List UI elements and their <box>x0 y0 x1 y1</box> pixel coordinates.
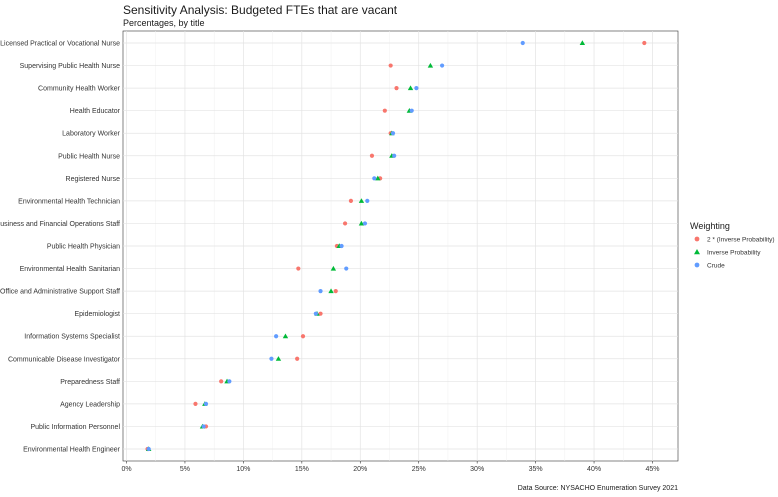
legend-label: Crude <box>707 262 725 269</box>
x-tick-label: 40% <box>587 466 601 473</box>
category-label: Community Health Worker <box>38 86 121 93</box>
data-point-2 <box>339 243 344 249</box>
data-point-2 <box>409 108 414 113</box>
category-label: Public Information Personnel <box>31 424 121 431</box>
legend-key-0 <box>694 236 700 242</box>
data-point-1 <box>407 85 414 91</box>
data-point-2 <box>390 131 396 136</box>
category-label: Epidemiologist <box>74 311 120 318</box>
data-point-1 <box>330 265 337 271</box>
data-point-0 <box>642 40 647 46</box>
data-point-1 <box>427 62 434 68</box>
x-tick-label: 5% <box>180 466 190 473</box>
data-point-1 <box>282 333 289 339</box>
data-point-2 <box>520 40 525 46</box>
category-label: Information Systems Specialist <box>24 334 120 341</box>
category-label: Environmental Health Sanitarian <box>20 266 120 273</box>
x-tick-label: 10% <box>236 466 250 473</box>
data-point-0 <box>394 86 399 91</box>
legend-key-1 <box>694 249 700 255</box>
data-point-1 <box>358 220 365 226</box>
data-point-0 <box>300 334 306 339</box>
category-label: Public Health Nurse <box>58 153 120 160</box>
x-axis-labels: 0% 5% 10% 15% 20% 25% 30% 35% 40% 45% <box>121 461 660 473</box>
data-point-2 <box>146 446 151 452</box>
grid-lines <box>123 31 678 461</box>
category-label: Environmental Health Technician <box>18 198 120 205</box>
data-point-0 <box>219 379 224 384</box>
data-point-0 <box>333 289 338 294</box>
data-point-2 <box>344 266 349 271</box>
x-tick-label: 15% <box>295 466 309 473</box>
legend-items: 2 * (Inverse Probability) Inverse Probabi… <box>694 236 775 269</box>
x-tick-label: 25% <box>412 466 426 473</box>
category-label: Registered Nurse <box>66 176 121 183</box>
data-point-1 <box>358 198 365 203</box>
category-label: Communicable Disease Investigator <box>8 356 121 363</box>
data-point-2 <box>392 153 397 158</box>
data-point-0 <box>295 356 300 361</box>
data-point-0 <box>388 63 393 68</box>
chart-subtitle: Percentages, by title <box>123 18 205 28</box>
category-label: Environmental Health Engineer <box>23 447 121 454</box>
category-label: Laboratory Worker <box>62 131 121 138</box>
y-axis-labels: Licensed Practical or Vocational Nurse Su… <box>0 41 121 454</box>
legend-key-2 <box>694 262 700 268</box>
x-tick-label: 0% <box>121 466 131 473</box>
category-label: Supervising Public Health Nurse <box>20 63 120 70</box>
data-point-0 <box>342 221 348 226</box>
data-point-0 <box>193 401 198 406</box>
legend-label: Inverse Probability <box>707 249 761 256</box>
data-point-0 <box>382 108 387 113</box>
category-label: Business and Financial Operations Staff <box>0 221 120 228</box>
data-point-2 <box>414 86 419 91</box>
data-point-2 <box>318 289 323 294</box>
category-label: Health Educator <box>70 108 121 115</box>
x-tick-label: 35% <box>529 466 543 473</box>
category-label: Office and Administrative Support Staff <box>0 289 120 296</box>
data-point-2 <box>274 334 279 339</box>
data-point-0 <box>296 266 301 271</box>
category-label: Public Health Physician <box>47 244 120 251</box>
chart-caption: Data Source: NYSACHO Enumeration Survey … <box>518 485 678 492</box>
x-tick-label: 20% <box>353 466 367 473</box>
data-point-0 <box>318 311 323 316</box>
category-label: Licensed Practical or Vocational Nurse <box>0 41 120 48</box>
data-point-1 <box>579 40 586 46</box>
data-points <box>145 40 647 452</box>
data-point-2 <box>365 198 370 203</box>
category-label: Agency Leadership <box>60 401 120 408</box>
data-point-1 <box>275 356 282 361</box>
data-point-2 <box>203 401 209 406</box>
x-tick-label: 45% <box>645 466 659 473</box>
data-point-1 <box>328 288 334 294</box>
data-point-2 <box>227 379 232 384</box>
x-tick-label: 30% <box>470 466 484 473</box>
data-point-2 <box>440 63 445 68</box>
plot-area <box>122 30 679 462</box>
data-point-2 <box>372 176 377 181</box>
data-point-0 <box>369 153 375 158</box>
data-point-2 <box>201 424 206 429</box>
chart-title: Sensitivity Analysis: Budgeted FTEs that… <box>123 3 398 17</box>
data-point-2 <box>362 221 368 226</box>
legend-label: 2 * (Inverse Probability) <box>707 236 775 243</box>
legend-title: Weighting <box>690 221 730 231</box>
data-point-2 <box>269 356 274 361</box>
legend: Weighting 2 * (Inverse Probability) Inver… <box>690 221 775 269</box>
data-point-2 <box>313 311 318 316</box>
category-label: Preparedness Staff <box>60 379 120 386</box>
data-point-0 <box>348 198 354 203</box>
data-point-1 <box>375 175 381 181</box>
